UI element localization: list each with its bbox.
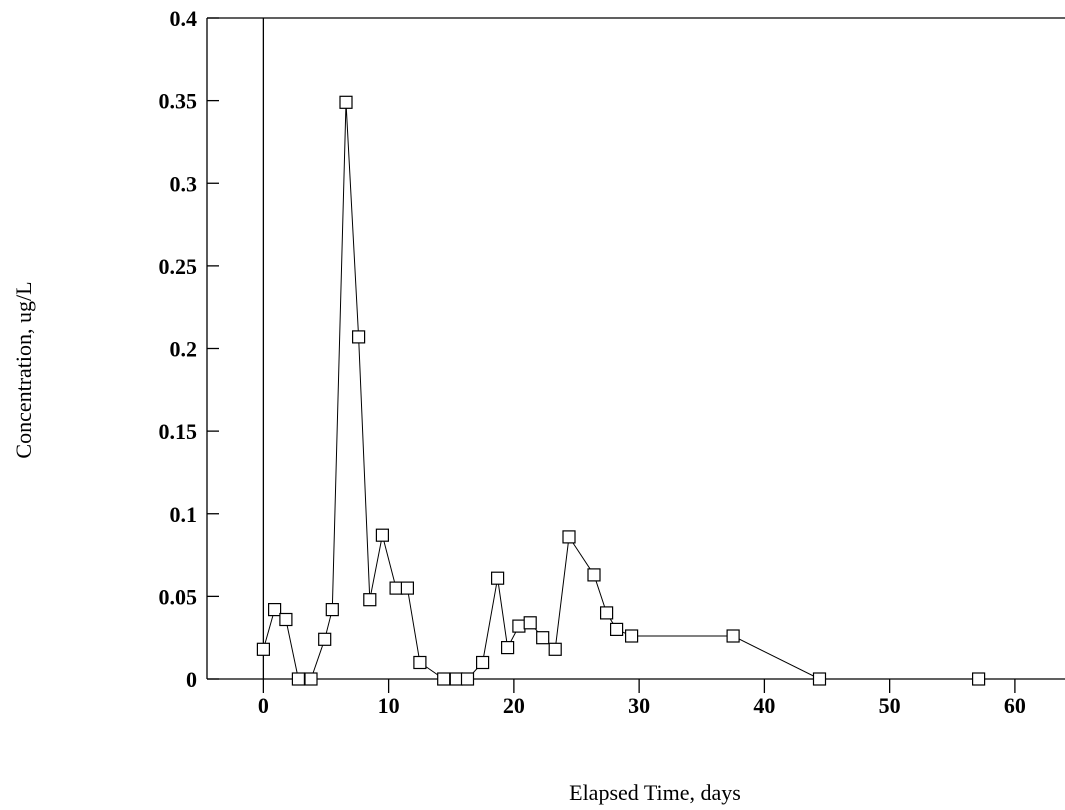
y-tick-label: 0	[186, 667, 197, 692]
data-point-marker	[536, 631, 550, 645]
data-point-marker	[291, 672, 305, 686]
y-tick-label: 0.4	[170, 6, 198, 31]
data-point-marker	[363, 593, 377, 607]
series-line	[262, 102, 979, 680]
x-tick-label: 50	[879, 693, 901, 718]
data-point-marker	[523, 616, 537, 630]
data-point-marker	[268, 602, 282, 617]
data-point-marker	[318, 632, 332, 646]
data-point-marker	[587, 568, 601, 582]
data-point-marker	[413, 655, 427, 670]
data-point-marker	[512, 619, 526, 633]
x-tick-label: 0	[258, 693, 269, 718]
data-point-marker	[624, 629, 639, 643]
x-tick-label: 20	[503, 693, 525, 718]
data-point-marker	[325, 602, 339, 617]
data-point-marker	[279, 612, 293, 627]
data-point-marker	[812, 672, 827, 686]
axes	[206, 17, 1065, 693]
data-point-marker	[449, 672, 463, 686]
series	[256, 95, 986, 686]
data-point-marker	[460, 672, 475, 686]
data-point-marker	[491, 571, 505, 585]
data-point-marker	[339, 95, 353, 109]
x-axis-title: Elapsed Time, days	[569, 780, 741, 805]
tick-labels: 0 0.05 0.1 0.15 0.2 0.25 0.3 0.35 0.4 0 10 20 30 40 50…	[159, 6, 1026, 718]
y-axis-title: Concentration, ug/L	[11, 281, 36, 458]
y-tick-label: 0.15	[159, 419, 198, 444]
data-point-marker	[352, 330, 366, 344]
data-point-marker	[599, 606, 614, 620]
x-tick-label: 30	[628, 693, 650, 718]
y-tick-label: 0.1	[170, 502, 198, 527]
data-point-marker	[476, 655, 490, 670]
data-point-marker	[726, 629, 740, 643]
data-point-marker	[609, 622, 624, 637]
data-point-marker	[562, 530, 576, 544]
data-point-marker	[256, 642, 270, 656]
x-tick-label: 60	[1004, 693, 1026, 718]
data-point-marker	[375, 528, 389, 542]
data-point-marker	[501, 640, 515, 655]
data-point-marker	[437, 672, 451, 686]
data-point-marker	[971, 672, 986, 686]
y-tick-label: 0.35	[159, 89, 198, 114]
data-point-marker	[400, 581, 414, 595]
y-tick-label: 0.2	[170, 337, 198, 362]
data-point-marker	[548, 642, 562, 656]
data-point-marker	[304, 672, 318, 686]
y-tick-label: 0.05	[159, 584, 198, 609]
y-tick-label: 0.25	[159, 254, 198, 279]
data-point-marker	[389, 581, 403, 595]
x-tick-label: 10	[378, 693, 400, 718]
x-tick-label: 40	[753, 693, 775, 718]
y-tick-label: 0.3	[170, 171, 198, 196]
